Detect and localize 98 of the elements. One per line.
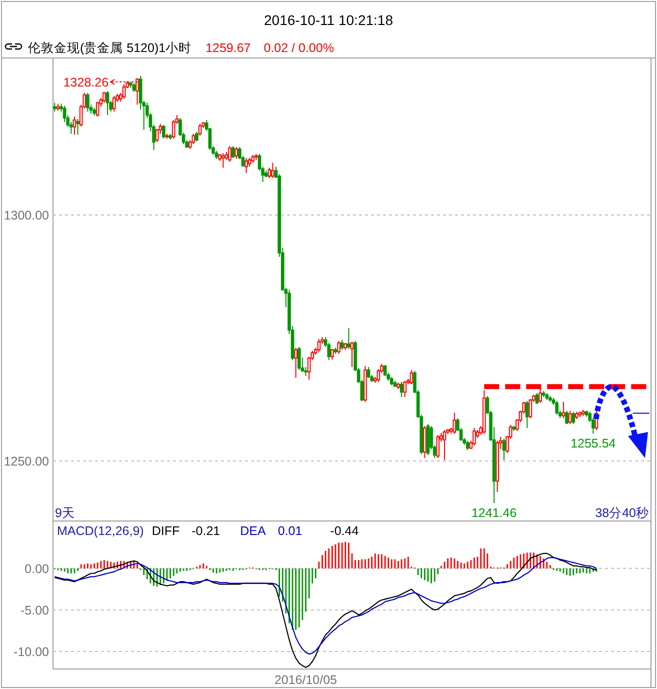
candlestick (575, 411, 578, 420)
text: 0.02 / 0.00% (264, 41, 334, 55)
candlestick (168, 133, 172, 140)
candlestick (228, 146, 232, 162)
candlestick (393, 380, 397, 388)
candlestick (244, 157, 248, 174)
candlestick (132, 82, 136, 92)
candlestick (96, 101, 100, 118)
candlestick (72, 116, 76, 136)
candlestick (251, 154, 255, 164)
annotation: 1241.46 (471, 506, 517, 520)
annotation: -0.21 (192, 524, 220, 538)
candlestick (234, 146, 238, 160)
y-tick-label: 0.00 (24, 562, 50, 576)
candlestick (344, 342, 348, 350)
annotation: 0.01 (278, 524, 302, 538)
line-series (54, 557, 598, 655)
candlestick (192, 133, 196, 145)
candlestick (340, 339, 344, 350)
candlestick (545, 392, 549, 400)
chart-title: 2016-10-11 10:21:18 (264, 12, 394, 28)
candlestick (76, 118, 80, 136)
candlestick (423, 426, 426, 459)
candlestick (562, 401, 566, 419)
candlestick (390, 376, 394, 386)
candlestick (330, 348, 334, 360)
candlestick (496, 440, 500, 492)
candlestick (572, 411, 576, 425)
candlestick (347, 328, 350, 350)
candlestick (254, 153, 258, 160)
y-tick-label: 1300.00 (4, 208, 50, 222)
y-tick-label: -10.00 (14, 645, 50, 660)
candlestick (366, 366, 370, 378)
candlestick (452, 412, 456, 434)
text: DEA (240, 524, 266, 538)
candlestick (334, 347, 338, 354)
line-series (54, 552, 598, 668)
candlestick (106, 90, 110, 116)
candlestick (426, 424, 430, 456)
candlestick (155, 128, 159, 143)
candlestick (578, 411, 582, 418)
candlestick (198, 123, 202, 136)
candlestick (136, 78, 139, 106)
candlestick (472, 428, 476, 446)
candlestick (568, 410, 572, 425)
candlestick (535, 392, 539, 404)
candlestick (112, 95, 116, 112)
candlestick (364, 366, 367, 402)
candlestick (436, 434, 440, 459)
candlestick (162, 124, 166, 140)
candlestick (56, 103, 60, 112)
annotation: 1328.26 (63, 75, 109, 90)
candlestick (512, 426, 516, 432)
candlestick (410, 369, 414, 385)
candlestick (165, 133, 169, 140)
candlestick (582, 409, 585, 416)
candlestick (128, 82, 132, 89)
candlestick (86, 92, 90, 112)
candlestick (297, 346, 301, 370)
candlestick (542, 390, 546, 398)
candlestick (317, 338, 321, 352)
candlestick (294, 347, 298, 378)
candlestick (268, 167, 272, 179)
candlestick (231, 146, 235, 158)
candlestick (403, 380, 407, 398)
x-tick-label: 2016/10/05 (274, 673, 338, 687)
text: DIFF (152, 524, 180, 538)
candlestick (400, 381, 404, 398)
chart-subtitle: 伦敦金现(贵金属 5120)1小时 (28, 41, 192, 55)
chart-title: MACD(12,26,9) (57, 524, 144, 538)
candlestick (122, 84, 126, 100)
annotation: 38分40秒 (595, 506, 649, 520)
candlestick (264, 170, 268, 178)
candlestick (376, 368, 380, 382)
candlestick (195, 131, 198, 142)
candlestick (555, 400, 558, 416)
candlestick (442, 429, 446, 460)
text: 1259.67 (206, 41, 251, 55)
y-tick-label: -5.00 (20, 603, 50, 618)
candlestick (528, 398, 532, 419)
candlestick (92, 107, 96, 116)
candlestick (548, 396, 552, 402)
candlestick (525, 400, 529, 429)
candlestick (337, 340, 340, 354)
candlestick (502, 438, 506, 460)
candlestick (102, 91, 106, 104)
candlestick (53, 102, 56, 112)
candlestick (350, 341, 354, 368)
candlestick (221, 152, 225, 168)
candlestick (396, 382, 400, 390)
annotation: 9天 (55, 506, 75, 520)
annotation: 1255.54 (570, 436, 616, 451)
annotation: -0.44 (330, 524, 359, 538)
candlestick (271, 162, 274, 179)
candlestick (214, 150, 218, 160)
candlestick (466, 440, 470, 451)
candlestick (565, 410, 568, 425)
y-tick-label: 1250.00 (4, 454, 50, 468)
